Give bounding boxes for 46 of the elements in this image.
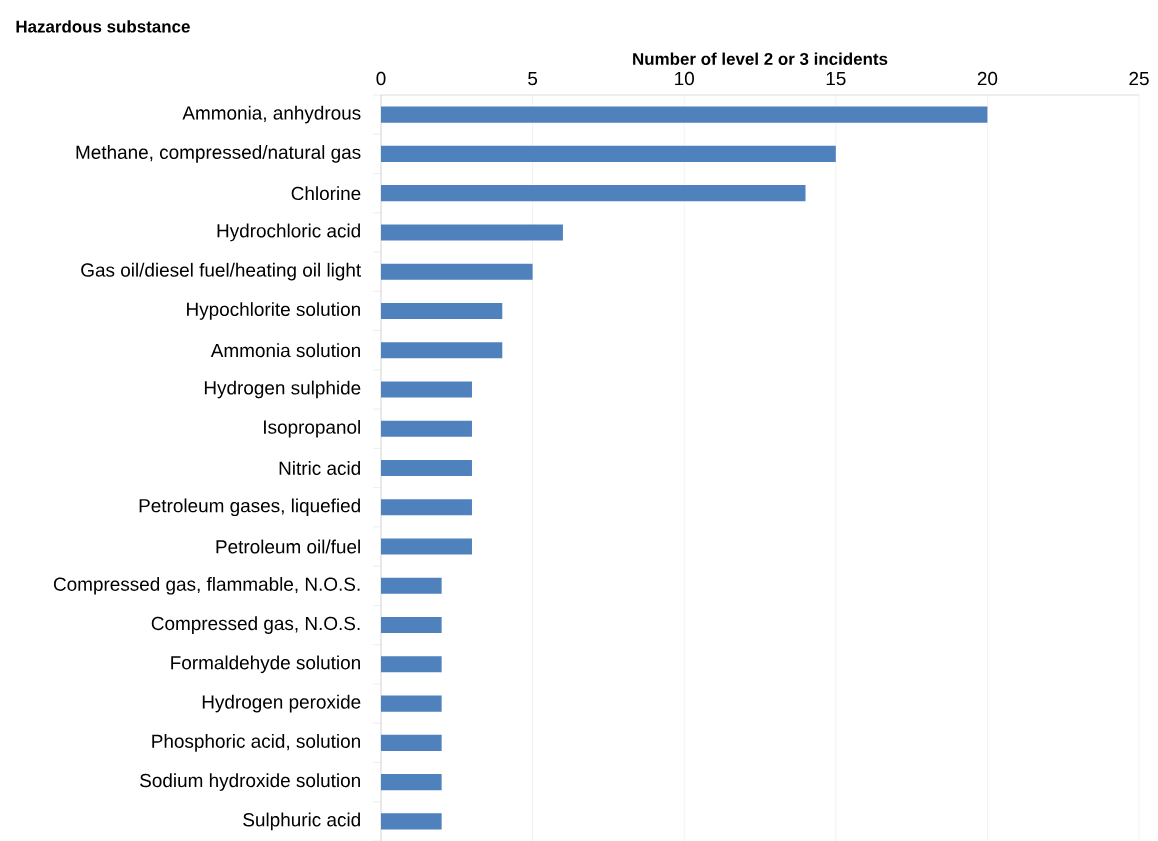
y-tick-label: Petroleum gases, liquefied: [139, 498, 360, 517]
bar: [381, 145, 836, 162]
y-tick-label: Gas oil/diesel fuel/heating oil light: [81, 262, 362, 281]
y-tick-label: Hydrochloric acid: [217, 223, 360, 242]
x-tick-label: 15: [826, 72, 846, 86]
bar: [381, 617, 442, 634]
y-tick-label: Ammonia, anhydrous: [182, 105, 361, 124]
bar: [381, 459, 472, 477]
bar: [381, 342, 503, 359]
y-axis-title: Hazardous substance: [16, 20, 190, 33]
y-tick-label: Chlorine: [291, 186, 361, 201]
y-tick-label: Compressed gas, N.O.S.: [151, 616, 360, 634]
y-tick-label: Hydrogen sulphide: [204, 380, 361, 399]
x-tick-label: 20: [977, 71, 998, 86]
bar: [381, 813, 442, 830]
y-tick-label: Sodium hydroxide solution: [140, 773, 360, 791]
bar: [381, 538, 472, 555]
y-tick-label: Isopropanol: [264, 419, 360, 438]
bar: [381, 656, 442, 673]
bar: [381, 263, 533, 280]
bar: [381, 420, 472, 437]
bar: [381, 185, 806, 202]
x-tick-label: 25: [1129, 71, 1149, 86]
y-tick-label: Formaldehyde solution: [171, 655, 360, 674]
x-tick-label: 0: [376, 71, 386, 86]
y-tick-label: Compressed gas, flammable, N.O.S.: [53, 576, 360, 595]
x-axis-title: Number of level 2 or 3 incidents: [633, 52, 888, 65]
y-tick-label: Petroleum oil/fuel: [216, 539, 360, 554]
bar: [381, 381, 472, 398]
bar: [381, 577, 442, 594]
y-tick-label: Ammonia solution: [210, 343, 360, 358]
bar: [381, 695, 442, 712]
y-tick-label: Methane, compressed/natural gas: [76, 145, 361, 163]
bar: [381, 499, 472, 516]
y-tick-label: Hydrogen peroxide: [202, 694, 361, 713]
bar: [381, 106, 988, 123]
y-tick-label: Phosphoric acid, solution: [152, 734, 360, 752]
y-tick-label: Sulphuric acid: [243, 812, 360, 831]
bar: [381, 774, 442, 791]
bar: [381, 302, 503, 319]
bar: [381, 224, 563, 241]
x-tick-label: 10: [675, 71, 694, 86]
bar: [381, 734, 442, 751]
y-tick-label: Nitric acid: [279, 461, 360, 475]
x-tick-label: 5: [528, 72, 538, 86]
y-tick-label: Hypochlorite solution: [187, 302, 360, 320]
